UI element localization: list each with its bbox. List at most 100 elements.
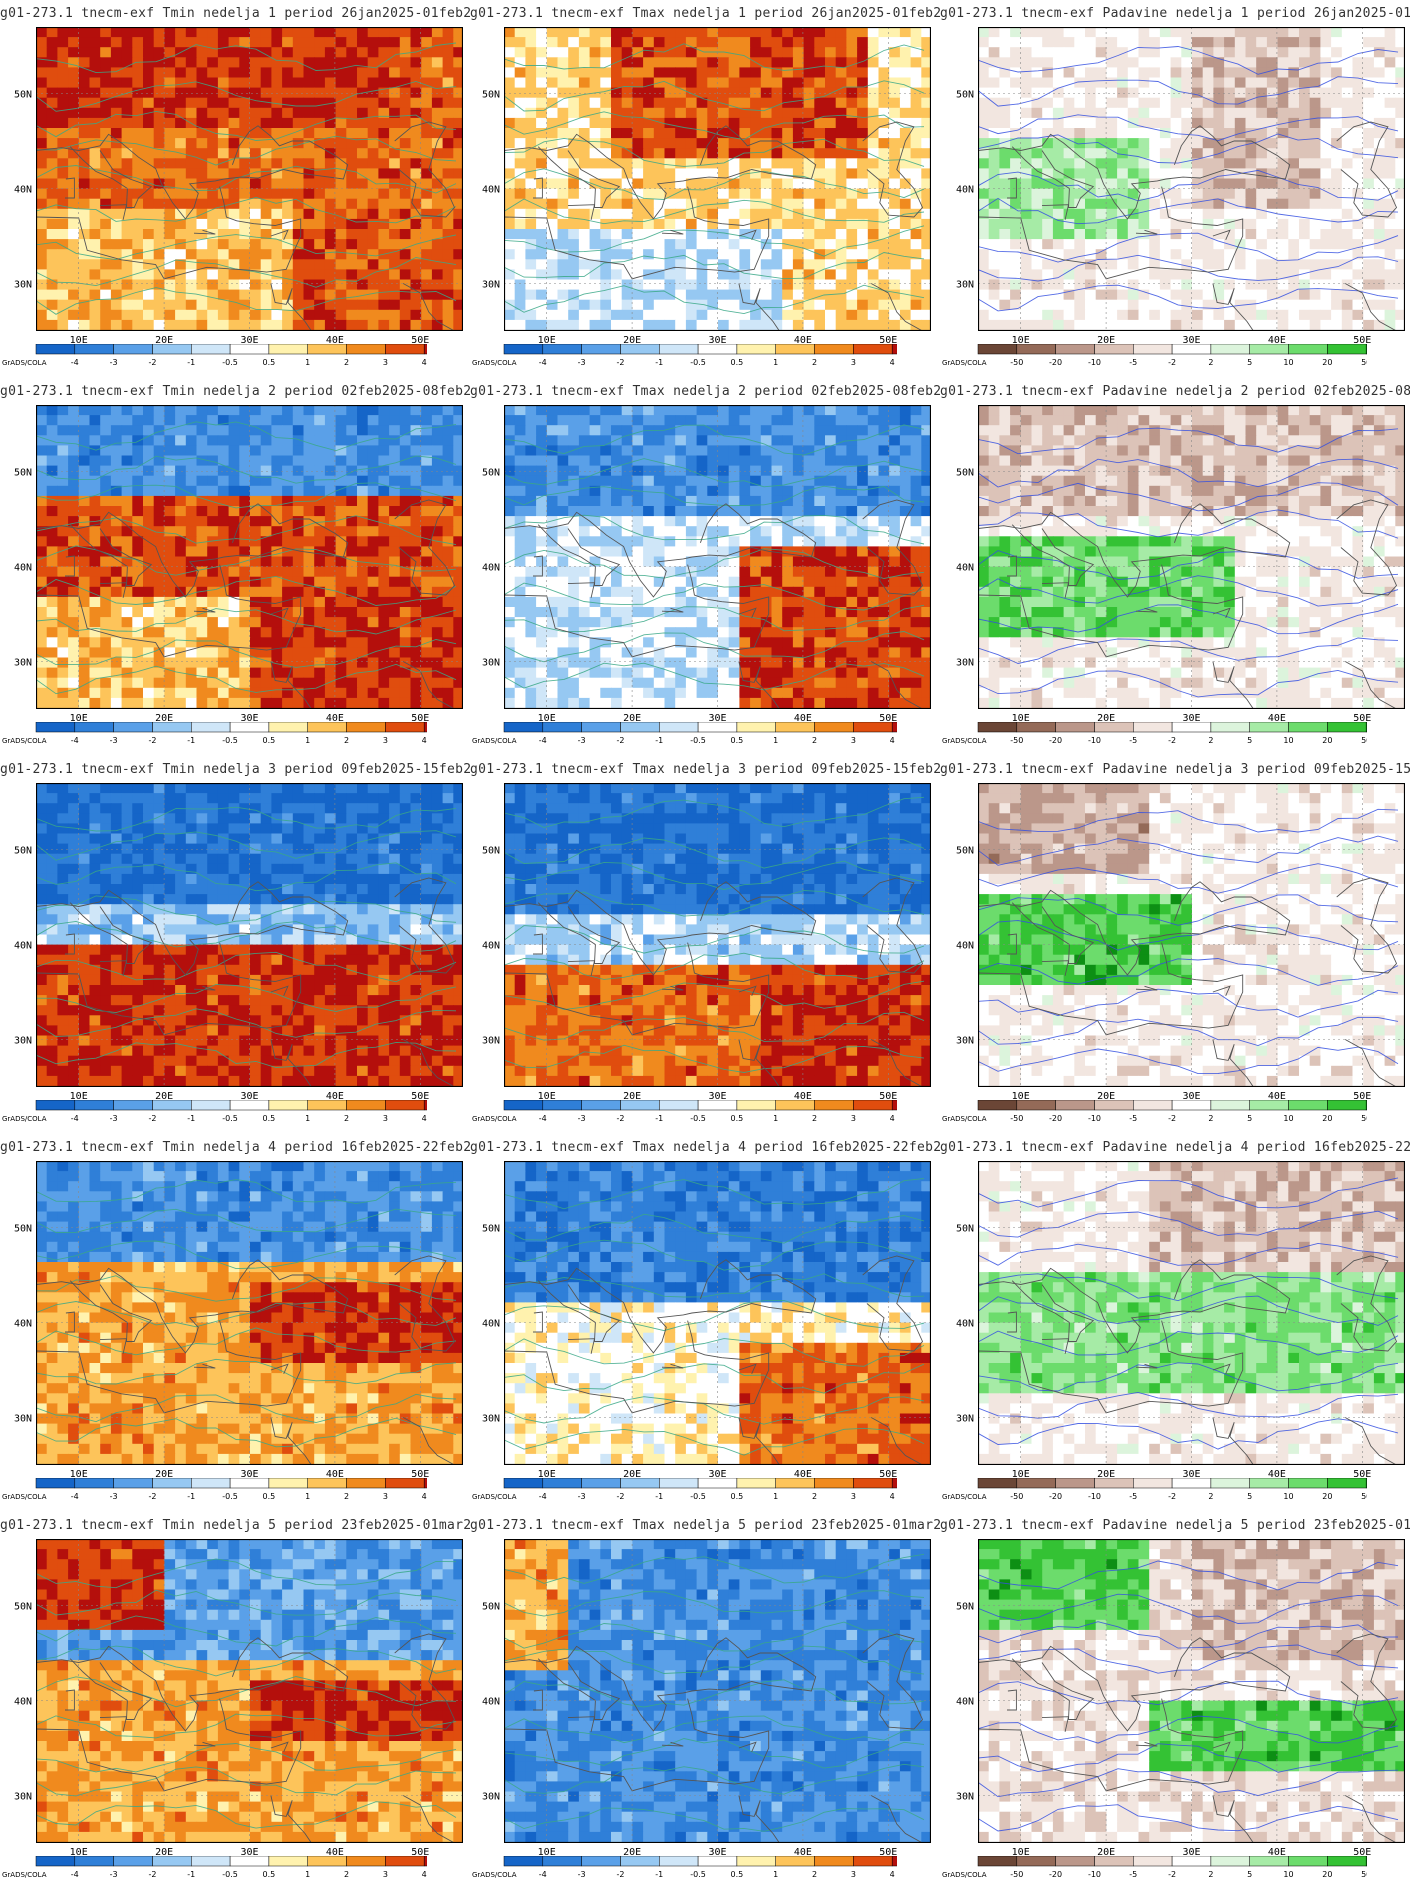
colorbar-tick-label: -4 <box>539 358 547 367</box>
lon-tick-label: 40E <box>794 1091 812 1102</box>
colorbar-tick-label: 2 <box>1208 1870 1213 1879</box>
lat-tick-label: 50N <box>956 468 974 479</box>
lat-tick-label: 50N <box>956 1602 974 1613</box>
colorbar-tick-label: 0.5 <box>263 1114 276 1123</box>
lat-tick-label: 40N <box>956 941 974 952</box>
map-axis-labels: 50N 40N 30N 10E 20E 30E 40E 50E <box>14 1224 429 1481</box>
colorbar-tick-label: -20 <box>1049 1870 1062 1879</box>
anomaly-map <box>978 783 1405 1087</box>
colorbar: -4 -3 -2 -1 -0.5 0.5 1 2 3 4 GrADS/COLA <box>472 722 897 745</box>
lon-tick-label: 20E <box>155 335 173 346</box>
map-panel: g01-273.1 tnecm-exf Tmin nedelja 2 perio… <box>0 378 470 756</box>
lat-tick-label: 40N <box>482 563 500 574</box>
lon-tick-label: 30E <box>708 713 726 724</box>
colorbar-tick-label: 2 <box>1208 1114 1213 1123</box>
colorbar-tick-label: 5 <box>1247 736 1252 745</box>
colorbar: -50 -20 -10 -5 -2 2 5 10 20 50 GrADS/COLA <box>942 1856 1367 1879</box>
colorbar-tick-label: -1 <box>187 1114 195 1123</box>
map-panel: g01-273.1 tnecm-exf Padavine nedelja 5 p… <box>940 1512 1410 1890</box>
grads-credit: GrADS/COLA <box>472 737 517 745</box>
lon-tick-label: 40E <box>794 335 812 346</box>
colorbar-tick-label: 1 <box>773 1114 778 1123</box>
colorbar-tick-label: 2 <box>1208 736 1213 745</box>
lat-tick-label: 50N <box>14 1224 32 1235</box>
grads-credit: GrADS/COLA <box>2 1493 47 1501</box>
colorbar-tick-label: -3 <box>110 1114 118 1123</box>
grads-credit: GrADS/COLA <box>472 1493 517 1501</box>
colorbar-tick-label: 50 <box>1361 358 1367 367</box>
anomaly-map <box>504 1161 931 1465</box>
colorbar-tick-label: 0.5 <box>263 1492 276 1501</box>
lon-tick-label: 50E <box>411 335 429 346</box>
colorbar-tick-label: 3 <box>851 736 856 745</box>
map-panel: g01-273.1 tnecm-exf Tmin nedelja 1 perio… <box>0 0 470 378</box>
colorbar-tick-label: -20 <box>1049 1114 1062 1123</box>
lat-tick-label: 40N <box>482 941 500 952</box>
colorbar-tick-label: -2 <box>1168 736 1176 745</box>
colorbar-tick-label: 2 <box>344 358 349 367</box>
colorbar-tick-label: -1 <box>655 358 663 367</box>
colorbar-tick-label: -20 <box>1049 358 1062 367</box>
colorbar-tick-label: -5 <box>1129 1870 1137 1879</box>
lon-tick-label: 50E <box>411 713 429 724</box>
colorbar-tick-label: -4 <box>539 1114 547 1123</box>
panel-title: g01-273.1 tnecm-exf Padavine nedelja 3 p… <box>940 762 1410 777</box>
colorbar-tick-label: -1 <box>187 1870 195 1879</box>
colorbar-tick-label: -5 <box>1129 1114 1137 1123</box>
lat-tick-label: 30N <box>14 280 32 291</box>
colorbar-tick-label: -2 <box>617 736 625 745</box>
colorbar-tick-label: -2 <box>149 1492 157 1501</box>
lon-tick-label: 40E <box>326 1091 344 1102</box>
lat-tick-label: 30N <box>14 1036 32 1047</box>
colorbar-tick-label: 1 <box>773 1870 778 1879</box>
lon-tick-label: 30E <box>1182 1469 1200 1480</box>
colorbar-tick-label: 20 <box>1322 1492 1332 1501</box>
colorbar-tick-label: -0.5 <box>222 358 238 367</box>
lat-tick-label: 50N <box>482 846 500 857</box>
anomaly-map <box>504 27 931 331</box>
colorbar-tick-label: -1 <box>187 736 195 745</box>
panel-title: g01-273.1 tnecm-exf Padavine nedelja 2 p… <box>940 384 1410 399</box>
map-axis-labels: 50N 40N 30N 10E 20E 30E 40E 50E <box>482 1224 897 1481</box>
grads-credit: GrADS/COLA <box>472 359 517 367</box>
map-panel: g01-273.1 tnecm-exf Tmax nedelja 3 perio… <box>470 756 940 1134</box>
colorbar-tick-label: 2 <box>344 1114 349 1123</box>
colorbar-tick-label: 4 <box>422 358 427 367</box>
lat-tick-label: 30N <box>482 658 500 669</box>
colorbar-tick-label: -2 <box>149 1870 157 1879</box>
colorbar-tick-label: -3 <box>578 358 586 367</box>
lon-tick-label: 30E <box>1182 1091 1200 1102</box>
lat-tick-label: 40N <box>482 1319 500 1330</box>
lat-tick-label: 30N <box>482 1036 500 1047</box>
colorbar-tick-label: -4 <box>71 1114 79 1123</box>
map-axis-labels: 50N 40N 30N 10E 20E 30E 40E 50E <box>956 846 1371 1103</box>
lat-tick-label: 40N <box>14 1319 32 1330</box>
grads-credit: GrADS/COLA <box>942 1871 987 1879</box>
colorbar-tick-label: 20 <box>1322 358 1332 367</box>
anomaly-map <box>504 783 931 1087</box>
colorbar-tick-label: -1 <box>655 736 663 745</box>
map-panel: g01-273.1 tnecm-exf Padavine nedelja 2 p… <box>940 378 1410 756</box>
colorbar-tick-label: 50 <box>1361 1870 1367 1879</box>
grads-credit: GrADS/COLA <box>942 737 987 745</box>
colorbar-tick-label: -4 <box>71 1870 79 1879</box>
lon-tick-label: 20E <box>155 713 173 724</box>
panel-title: g01-273.1 tnecm-exf Tmax nedelja 4 perio… <box>470 1140 940 1155</box>
colorbar-tick-label: -0.5 <box>222 1870 238 1879</box>
colorbar-tick-label: -2 <box>617 1870 625 1879</box>
colorbar-tick-label: -1 <box>655 1492 663 1501</box>
colorbar-tick-label: 0.5 <box>263 358 276 367</box>
lat-tick-label: 50N <box>482 1224 500 1235</box>
colorbar-tick-label: 10 <box>1283 358 1293 367</box>
anomaly-map <box>36 783 463 1087</box>
colorbar-tick-label: -4 <box>539 1492 547 1501</box>
colorbar-tick-label: 5 <box>1247 358 1252 367</box>
lon-tick-label: 30E <box>240 335 258 346</box>
panel-title: g01-273.1 tnecm-exf Padavine nedelja 4 p… <box>940 1140 1410 1155</box>
lat-tick-label: 40N <box>956 185 974 196</box>
colorbar-tick-label: -0.5 <box>690 358 706 367</box>
lat-tick-label: 30N <box>956 1036 974 1047</box>
colorbar-tick-label: -3 <box>578 1492 586 1501</box>
map-panel: g01-273.1 tnecm-exf Tmax nedelja 4 perio… <box>470 1134 940 1512</box>
lon-tick-label: 30E <box>1182 335 1200 346</box>
